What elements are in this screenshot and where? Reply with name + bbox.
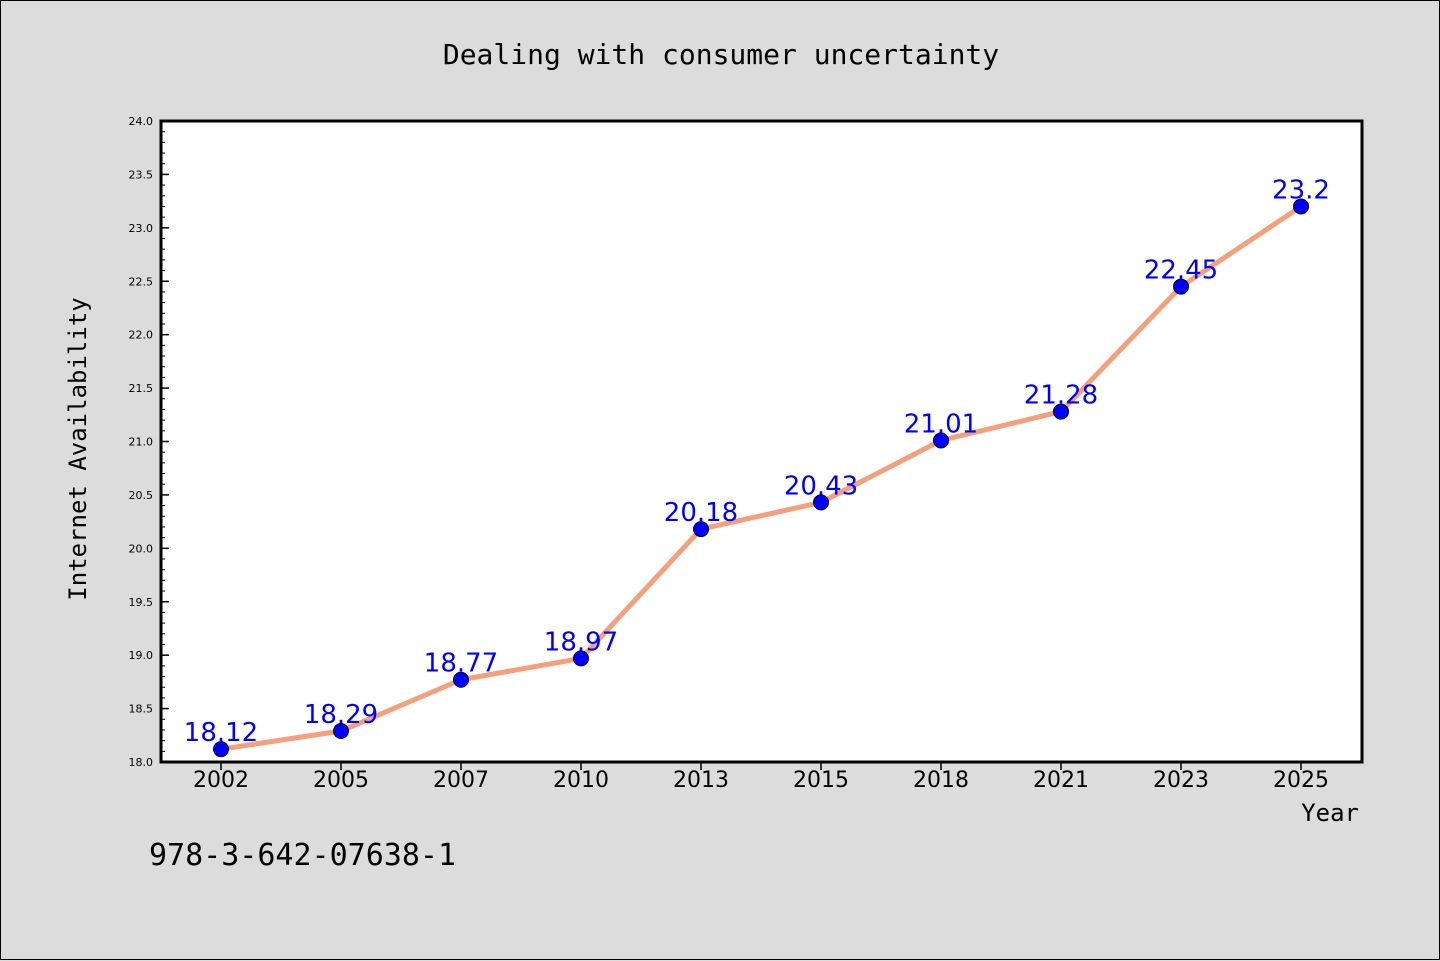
y-tick-label: 21.0	[129, 436, 154, 449]
y-tick-label: 22.0	[129, 329, 154, 342]
data-point-marker	[813, 494, 829, 511]
data-point-label: 23.2	[1272, 175, 1330, 205]
data-point-marker	[693, 521, 709, 538]
y-tick-label: 19.5	[129, 596, 154, 609]
x-tick-label: 2007	[433, 768, 489, 793]
data-point-label: 18.29	[304, 700, 378, 730]
y-tick-label: 19.0	[129, 649, 154, 662]
data-point-marker	[1293, 198, 1309, 215]
y-tick-label: 18.0	[129, 756, 154, 769]
x-tick-label: 2015	[793, 768, 849, 793]
x-tick-label: 2023	[1153, 768, 1209, 793]
data-point-marker	[933, 432, 949, 449]
data-markers	[213, 198, 1309, 758]
data-point-marker	[573, 650, 589, 667]
data-point-label: 21.01	[904, 409, 978, 439]
x-tick-label: 2002	[193, 768, 249, 793]
y-tick-label: 20.0	[129, 542, 154, 555]
x-tick-label: 2021	[1033, 768, 1089, 793]
data-point-marker	[1053, 403, 1069, 420]
y-axis: 18.0 18.5 19.0 19.5 20.0 20.5 21.0 21.5 22.0 22.5…	[129, 115, 169, 769]
x-axis-label: Year	[1301, 799, 1359, 827]
data-point-label: 18.97	[544, 627, 618, 657]
data-point-label: 21.28	[1024, 381, 1098, 411]
data-point-marker	[213, 741, 229, 758]
plot-area	[159, 119, 1364, 764]
data-labels: 18.12 18.29 18.77 18.97 20.18 20.43 21.01 21.28…	[184, 175, 1330, 748]
data-point-label: 22.45	[1144, 256, 1218, 286]
data-point-marker	[333, 723, 349, 740]
x-tick-label: 2010	[553, 768, 609, 793]
isbn-footnote: 978-3-642-07638-1	[149, 838, 456, 873]
x-tick-label: 2005	[313, 768, 369, 793]
y-tick-label: 21.5	[129, 382, 154, 395]
data-point-label: 20.18	[664, 498, 738, 528]
x-axis: 2002 2005 2007 2010 2013 2015 2018 2021 2023 2025	[193, 762, 1329, 793]
data-point-label: 18.12	[184, 718, 258, 748]
y-tick-label: 24.0	[129, 115, 154, 128]
x-tick-label: 2013	[673, 768, 729, 793]
series-line	[220, 204, 1303, 752]
data-point-marker	[1173, 278, 1189, 295]
data-point-marker	[453, 671, 469, 688]
y-tick-label: 22.5	[129, 275, 154, 288]
y-tick-label: 23.0	[129, 222, 154, 235]
x-tick-label: 2018	[913, 768, 969, 793]
y-tick-label: 18.5	[129, 703, 154, 716]
y-axis-label: Internet Availability	[64, 297, 92, 600]
chart-title: Dealing with consumer uncertainty	[443, 38, 999, 71]
data-point-label: 20.43	[784, 471, 858, 501]
y-tick-label: 20.5	[129, 489, 154, 502]
data-point-label: 18.77	[424, 649, 498, 679]
y-tick-label: 23.5	[129, 168, 154, 181]
x-tick-label: 2025	[1273, 768, 1329, 793]
